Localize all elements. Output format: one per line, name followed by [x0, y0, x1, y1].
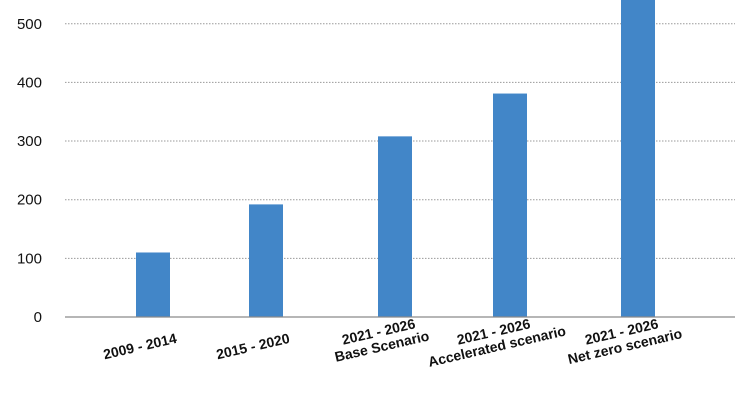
x-tick-label: 2009 - 2014 [102, 330, 179, 362]
x-tick-label-line: 2015 - 2020 [215, 330, 292, 362]
y-tick-label: 400 [17, 74, 42, 91]
bar [493, 93, 527, 317]
y-tick-label: 0 [34, 309, 42, 326]
y-tick-label: 500 [17, 16, 42, 33]
svg-text:2021 - 2026Net zero scenario: 2021 - 2026Net zero scenario [563, 311, 684, 367]
bars [136, 0, 655, 317]
y-tick-label: 200 [17, 192, 42, 209]
bar [136, 252, 170, 317]
y-tick-label: 100 [17, 250, 42, 267]
x-tick-label: 2015 - 2020 [215, 330, 292, 362]
svg-text:2015 - 2020: 2015 - 2020 [215, 330, 292, 362]
y-tick-label: 300 [17, 133, 42, 150]
x-tick-label: 2021 - 2026Base Scenario [330, 313, 431, 365]
x-tick-label: 2021 - 2026Net zero scenario [563, 311, 684, 367]
svg-text:2009 - 2014: 2009 - 2014 [102, 330, 179, 362]
y-axis-ticks: 0 100 200 300 400 500 [17, 16, 42, 326]
bar [378, 136, 412, 317]
bar [621, 0, 655, 317]
bar [249, 204, 283, 317]
x-tick-label-line: 2009 - 2014 [102, 330, 179, 362]
svg-text:2021 - 2026Base Scenario: 2021 - 2026Base Scenario [330, 313, 431, 365]
